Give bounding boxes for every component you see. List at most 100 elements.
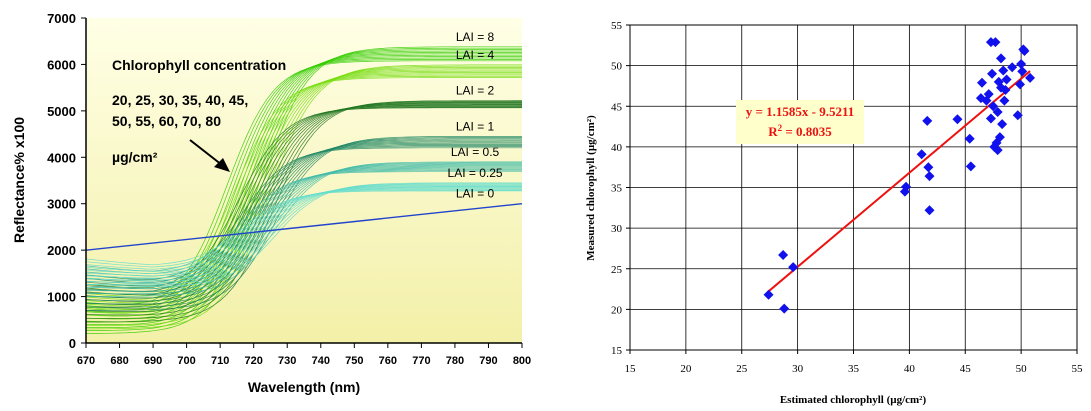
reflectance-curve bbox=[86, 54, 522, 317]
reflectance-curve bbox=[86, 47, 522, 331]
reflectance-curve bbox=[86, 50, 522, 325]
data-point bbox=[901, 181, 912, 192]
lai-labels: LAI = 8 LAI = 4 LAI = 2 LAI = 1 LAI = 0.5 LAI… bbox=[448, 30, 503, 201]
right-x-label: Estimated chlorophyll (µg/cm²) bbox=[780, 394, 927, 406]
left-x-tick-label: 780 bbox=[446, 355, 464, 367]
data-point bbox=[1000, 85, 1011, 95]
left-x-tick-label: 750 bbox=[345, 355, 363, 367]
left-y-tick-label: 3000 bbox=[47, 197, 76, 212]
reflectance-curve bbox=[86, 188, 522, 270]
right-y-label: Measured chlorophyll (µg/cm²) bbox=[585, 115, 597, 261]
data-point bbox=[964, 133, 975, 144]
left-y-tick-label: 4000 bbox=[47, 150, 76, 165]
reflectance-curve bbox=[86, 163, 522, 292]
right-y-tick-label: 40 bbox=[611, 142, 623, 154]
reflectance-curve bbox=[86, 77, 522, 297]
left-y-tick-label: 1000 bbox=[47, 290, 76, 305]
reflectance-curve bbox=[86, 136, 522, 311]
reflectance-curve bbox=[86, 140, 522, 299]
reflectance-curve bbox=[86, 64, 522, 330]
reflectance-curve bbox=[86, 166, 522, 285]
reflectance-curve bbox=[86, 65, 522, 326]
right-x-tick-label: 45 bbox=[960, 363, 972, 375]
data-point bbox=[1007, 62, 1018, 73]
right-fit bbox=[767, 70, 1031, 293]
left-x-tick-label: 730 bbox=[278, 355, 296, 367]
data-point bbox=[1012, 110, 1023, 121]
data-point bbox=[922, 115, 933, 126]
right-x-tick-label: 20 bbox=[680, 363, 692, 375]
soil-line bbox=[86, 203, 522, 251]
right-y-tick-label: 15 bbox=[611, 345, 623, 357]
lai-label: LAI = 0.25 bbox=[448, 166, 503, 180]
data-point bbox=[998, 65, 1009, 76]
left-x-tick-label: 800 bbox=[513, 355, 531, 367]
left-x-tick-label: 710 bbox=[211, 355, 229, 367]
right-y-tick-label: 30 bbox=[611, 223, 623, 235]
left-x-label: Wavelength (nm) bbox=[248, 379, 360, 395]
reflectance-curve bbox=[86, 103, 522, 306]
annotation-title: Chlorophyll concentration bbox=[112, 57, 286, 73]
right-x-tick-label: 40 bbox=[904, 363, 916, 375]
reflectance-curve bbox=[86, 46, 522, 334]
right-x-tick-label: 55 bbox=[1072, 363, 1084, 375]
annotation-unit: µg/cm² bbox=[112, 149, 158, 165]
data-point bbox=[788, 262, 799, 273]
data-point bbox=[1016, 59, 1027, 69]
reflectance-curve bbox=[86, 184, 522, 283]
annotation-concentrations-line2: 50, 55, 60, 70, 80 bbox=[112, 113, 221, 129]
data-point bbox=[999, 95, 1010, 106]
reflectance-curve bbox=[86, 106, 522, 292]
reflectance-curve bbox=[86, 162, 522, 295]
left-curves bbox=[86, 46, 522, 334]
left-y-tick-label: 2000 bbox=[47, 243, 76, 258]
data-point bbox=[1001, 74, 1012, 85]
reflectance-curve bbox=[86, 167, 522, 282]
reflectance-curve bbox=[86, 168, 522, 280]
lai-label: LAI = 4 bbox=[456, 48, 495, 62]
data-point bbox=[983, 89, 994, 100]
reflectance-curve bbox=[86, 52, 522, 323]
reflectance-curve bbox=[86, 56, 522, 314]
reflectance-curve bbox=[86, 188, 522, 272]
data-point bbox=[965, 161, 976, 172]
lai-label: LAI = 8 bbox=[456, 30, 495, 44]
data-point bbox=[992, 106, 1003, 117]
reflectance-curve bbox=[86, 186, 522, 277]
left-y-tick-label: 0 bbox=[69, 336, 76, 351]
reflectance-curve bbox=[86, 75, 522, 300]
annotation-concentrations-line1: 20, 25, 30, 35, 40, 45, bbox=[112, 92, 248, 108]
lai-label: LAI = 0.5 bbox=[451, 145, 500, 159]
left-x-tick-label: 680 bbox=[110, 355, 128, 367]
left-chart: 670 680 690 700 710 720 730 740 750 760 770 780 790 8… bbox=[11, 11, 531, 395]
right-y-tick-label: 20 bbox=[611, 304, 623, 316]
right-chart: 15 20 25 30 35 40 45 50 55 15 20 25 30 35 40 45 50 55 y =… bbox=[585, 20, 1083, 406]
right-y-tick-label: 55 bbox=[611, 20, 623, 32]
right-y-tick-label: 25 bbox=[611, 264, 623, 276]
left-x-tick-label: 740 bbox=[312, 355, 330, 367]
right-ticks: 15 20 25 30 35 40 45 50 55 15 20 25 30 35 40 45 50 55 bbox=[611, 20, 1083, 375]
regression-line bbox=[767, 70, 1031, 293]
data-point bbox=[985, 113, 996, 124]
left-x-tick-label: 720 bbox=[245, 355, 263, 367]
left-x-tick-label: 770 bbox=[412, 355, 430, 367]
reflectance-curve bbox=[86, 142, 522, 293]
lai-label: LAI = 1 bbox=[456, 119, 495, 133]
left-x-tick-label: 700 bbox=[177, 355, 195, 367]
reflectance-curve bbox=[86, 138, 522, 305]
data-point bbox=[987, 68, 998, 79]
data-point bbox=[1015, 79, 1026, 90]
data-point bbox=[1025, 72, 1036, 83]
data-point bbox=[952, 114, 963, 125]
right-x-tick-label: 35 bbox=[848, 363, 860, 375]
data-point bbox=[763, 289, 774, 300]
reflectance-curve bbox=[86, 182, 522, 288]
data-point bbox=[924, 171, 935, 182]
reflectance-curve bbox=[86, 57, 522, 311]
left-y-tick-label: 5000 bbox=[47, 104, 76, 119]
equation-box bbox=[736, 100, 864, 144]
right-y-tick-label: 35 bbox=[611, 183, 623, 195]
data-point bbox=[779, 303, 790, 314]
data-point bbox=[923, 162, 934, 173]
